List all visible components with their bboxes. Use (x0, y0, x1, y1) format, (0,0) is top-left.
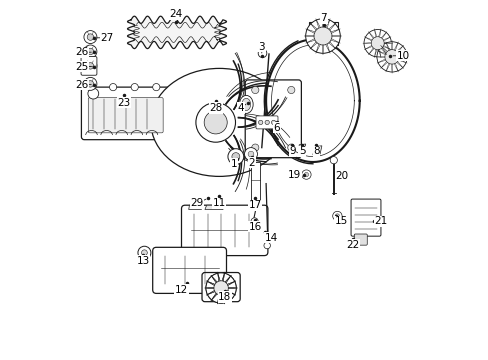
Text: 10: 10 (396, 51, 408, 61)
FancyBboxPatch shape (202, 273, 240, 302)
Text: 25: 25 (75, 62, 88, 72)
Circle shape (264, 242, 270, 249)
Text: 2: 2 (248, 158, 254, 168)
Circle shape (370, 37, 384, 50)
Circle shape (138, 246, 151, 259)
Circle shape (376, 42, 407, 72)
Circle shape (88, 84, 95, 91)
Text: 21: 21 (374, 216, 387, 226)
Circle shape (250, 218, 258, 225)
Circle shape (363, 30, 390, 57)
Circle shape (205, 273, 236, 303)
Circle shape (87, 34, 94, 40)
Text: 1: 1 (230, 159, 237, 169)
Text: 26: 26 (75, 47, 88, 57)
Circle shape (88, 88, 99, 99)
Circle shape (258, 120, 263, 125)
Circle shape (287, 144, 294, 151)
Polygon shape (298, 144, 305, 155)
Circle shape (244, 148, 257, 161)
Circle shape (304, 172, 308, 177)
Circle shape (384, 50, 399, 64)
Circle shape (87, 81, 94, 87)
Ellipse shape (239, 95, 253, 113)
Polygon shape (204, 205, 224, 210)
Circle shape (131, 84, 138, 91)
FancyBboxPatch shape (181, 205, 267, 256)
Circle shape (84, 59, 97, 72)
FancyBboxPatch shape (244, 80, 301, 158)
Text: 4: 4 (237, 103, 244, 113)
FancyBboxPatch shape (354, 234, 366, 245)
Text: 23: 23 (117, 98, 130, 108)
Circle shape (109, 84, 117, 91)
Circle shape (329, 157, 337, 164)
Circle shape (213, 281, 228, 295)
Circle shape (87, 63, 94, 69)
Circle shape (84, 31, 97, 44)
Circle shape (84, 45, 97, 58)
Circle shape (271, 120, 275, 125)
Text: 7: 7 (320, 13, 326, 23)
Circle shape (87, 48, 94, 55)
Circle shape (313, 27, 331, 45)
Circle shape (227, 149, 244, 165)
Bar (250, 162, 260, 203)
Text: 18: 18 (218, 292, 231, 302)
Polygon shape (188, 205, 202, 210)
Circle shape (205, 273, 236, 303)
Text: 20: 20 (334, 171, 347, 181)
Circle shape (332, 211, 342, 221)
Text: 27: 27 (100, 33, 113, 43)
Text: 13: 13 (136, 256, 149, 266)
Text: 8: 8 (312, 146, 319, 156)
Circle shape (258, 49, 266, 58)
FancyBboxPatch shape (152, 247, 226, 293)
Circle shape (251, 144, 258, 151)
Circle shape (196, 103, 235, 142)
Circle shape (152, 84, 160, 91)
Circle shape (287, 86, 294, 94)
Circle shape (335, 214, 339, 218)
FancyBboxPatch shape (256, 116, 277, 129)
Ellipse shape (242, 98, 250, 111)
Text: 15: 15 (334, 216, 347, 226)
Text: 5: 5 (298, 146, 305, 156)
Circle shape (301, 170, 310, 179)
Circle shape (141, 250, 147, 256)
Text: 22: 22 (345, 240, 358, 250)
Ellipse shape (151, 68, 287, 176)
Text: 28: 28 (209, 103, 222, 113)
Circle shape (305, 19, 340, 53)
Text: 9: 9 (288, 146, 295, 156)
Circle shape (204, 111, 227, 134)
Text: 29: 29 (190, 198, 203, 208)
FancyBboxPatch shape (81, 87, 170, 140)
Text: 6: 6 (273, 123, 280, 133)
Text: 14: 14 (264, 233, 278, 243)
Text: 11: 11 (212, 198, 225, 208)
Text: 19: 19 (288, 170, 301, 180)
Text: 3: 3 (258, 42, 264, 52)
Text: 26: 26 (75, 80, 88, 90)
Text: 16: 16 (248, 222, 262, 232)
Circle shape (251, 86, 258, 94)
Text: 24: 24 (169, 9, 183, 19)
Circle shape (231, 153, 239, 161)
Circle shape (247, 151, 253, 157)
Circle shape (264, 120, 269, 125)
Polygon shape (312, 146, 321, 155)
Text: 12: 12 (175, 285, 188, 295)
Circle shape (213, 281, 228, 295)
Circle shape (84, 77, 97, 90)
Text: 17: 17 (248, 200, 262, 210)
Polygon shape (127, 16, 226, 49)
FancyBboxPatch shape (88, 98, 163, 133)
FancyBboxPatch shape (81, 57, 97, 75)
FancyBboxPatch shape (350, 199, 380, 236)
